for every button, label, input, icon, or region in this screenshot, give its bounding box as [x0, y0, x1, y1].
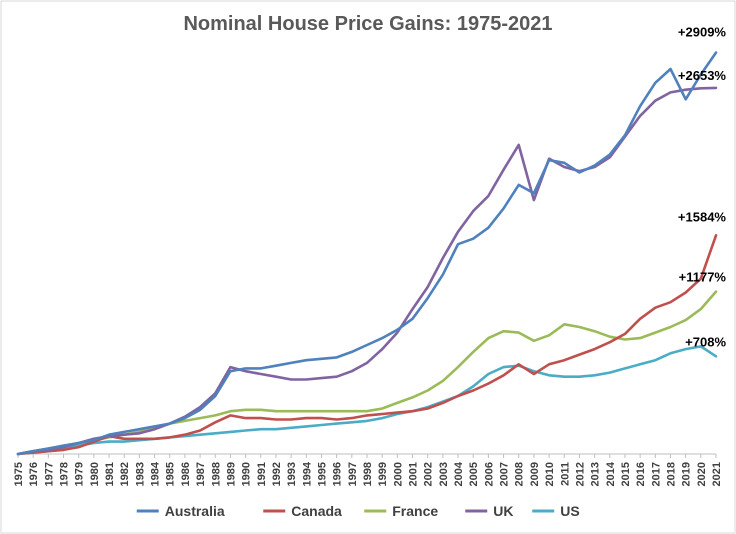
x-tick-label: 1980 [89, 462, 101, 486]
x-tick-label: 1991 [256, 462, 268, 486]
x-tick-label: 1995 [316, 462, 328, 486]
x-tick-label: 2004 [453, 461, 465, 486]
x-tick-label: 1976 [28, 462, 40, 486]
x-tick-label: 1996 [332, 462, 344, 486]
x-tick-label: 1994 [301, 461, 313, 486]
end-label-us: +708% [685, 334, 726, 349]
x-tick-label: 1992 [271, 462, 283, 486]
x-tick-label: 2007 [499, 462, 511, 486]
x-tick-label: 1999 [377, 462, 389, 486]
x-tick-label: 2019 [681, 462, 693, 486]
x-tick-label: 1993 [286, 462, 298, 486]
x-tick-label: 1987 [195, 462, 207, 486]
series-lines [16, 51, 718, 456]
x-tick-label: 1979 [74, 462, 86, 486]
x-tick-label: 2000 [392, 462, 404, 486]
end-labels: +2909% +1584% +1177% +2653% +708% [678, 25, 727, 350]
legend-label-australia: Australia [165, 503, 225, 519]
x-tick-label: 1998 [362, 462, 374, 486]
x-tick-label: 2009 [529, 462, 541, 486]
x-tick-label: 2017 [650, 462, 662, 486]
x-tick-label: 2006 [483, 462, 495, 486]
x-tick-label: 2001 [408, 462, 420, 486]
x-tick-label: 1986 [180, 462, 192, 486]
legend-label-france: France [392, 503, 438, 519]
x-tick-label: 2010 [544, 462, 556, 486]
x-tick-label: 2005 [468, 462, 480, 486]
chart-title: Nominal House Price Gains: 1975-2021 [183, 13, 552, 35]
legend: Australia Canada France UK US [136, 503, 580, 519]
x-tick-label: 2013 [590, 462, 602, 486]
x-tick-label: 1990 [241, 462, 253, 486]
x-tick-label: 2020 [696, 462, 708, 486]
x-tick-label: 2021 [711, 462, 723, 486]
end-label-australia: +2909% [678, 25, 727, 40]
x-tick-label: 1975 [13, 462, 25, 486]
series-line-australia [16, 51, 718, 456]
x-tick-label: 1977 [43, 462, 55, 486]
x-tick-label: 1983 [134, 462, 146, 486]
x-axis: 1975 1976 1977 1978 1979 1980 1981 1982 1983 1984… [13, 453, 723, 486]
x-tick-label: 2016 [635, 462, 647, 486]
legend-label-us: US [560, 503, 579, 519]
x-tick-label: 1989 [225, 462, 237, 486]
x-tick-label: 1984 [150, 461, 162, 486]
x-tick-label: 1997 [347, 462, 359, 486]
legend-label-canada: Canada [291, 503, 342, 519]
series-line-us [16, 345, 718, 456]
x-tick-label: 2015 [620, 462, 632, 486]
x-tick-label: 1981 [104, 462, 116, 486]
x-tick-label: 2012 [574, 462, 586, 486]
end-label-uk: +2653% [678, 68, 727, 83]
series-line-canada [16, 234, 718, 456]
end-label-canada: +1584% [678, 209, 727, 224]
x-tick-label: 2003 [438, 462, 450, 486]
x-tick-label: 2002 [423, 462, 435, 486]
x-tick-label: 1985 [165, 462, 177, 486]
legend-label-uk: UK [493, 503, 513, 519]
series-line-uk [16, 86, 718, 456]
x-tick-label: 2014 [605, 461, 617, 486]
x-tick-label: 2018 [665, 462, 677, 486]
x-tick-label: 1982 [119, 462, 131, 486]
x-tick-label: 2011 [559, 462, 571, 486]
x-tick-label: 1988 [210, 462, 222, 486]
x-tick-label: 2008 [514, 462, 526, 486]
x-tick-label: 1978 [59, 462, 71, 486]
end-label-france: +1177% [679, 270, 727, 285]
